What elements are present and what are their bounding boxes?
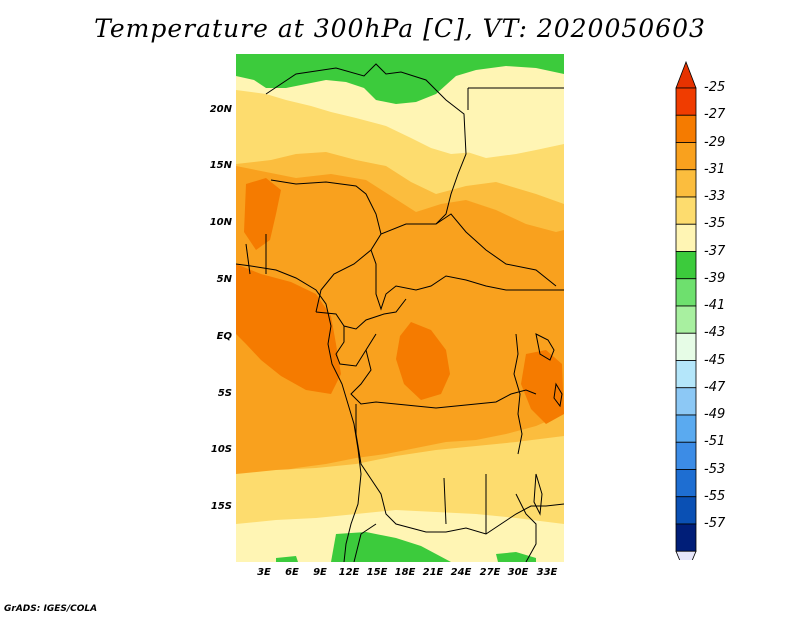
colorbar-swatch — [675, 114, 697, 143]
colorbar-swatch — [675, 251, 697, 280]
colorbar-tick-label: -41 — [704, 298, 726, 313]
country-borders — [245, 63, 564, 562]
latitude-tick-label: 10S — [210, 444, 232, 455]
longitude-tick-label: 27E — [479, 567, 501, 578]
east-dark-orange-patch — [521, 350, 564, 424]
colorbar-swatch — [675, 414, 697, 443]
colorbar-tick-label: -45 — [704, 352, 726, 368]
colorbar-tick-label: -43 — [704, 325, 726, 341]
latitude-tick-label: EQ — [216, 331, 232, 342]
central-orange-region — [236, 166, 564, 480]
colorbar-tick-label: -49 — [704, 407, 726, 422]
colorbar-tick-label: -25 — [704, 80, 726, 95]
northwest-dark-orange-patch — [244, 178, 281, 250]
colorbar-swatch — [675, 278, 697, 307]
colorbar-swatch — [675, 142, 697, 171]
temperature-map — [236, 54, 564, 562]
latitude-tick-label: 5S — [217, 388, 232, 399]
colorbar-tick-label: -55 — [704, 488, 726, 504]
longitude-tick-label: 21E — [422, 567, 444, 578]
colorbar-swatch — [675, 360, 697, 389]
colorbar-tick-label: -27 — [704, 107, 726, 123]
colorbar-bottom-arrow — [675, 550, 697, 577]
chart-title: Temperature at 300hPa [C], VT: 202005060… — [94, 14, 706, 43]
colorbar-swatch — [675, 169, 697, 198]
colorbar-swatch — [675, 523, 697, 552]
colorbar-swatch — [675, 87, 697, 116]
longitude-tick-label: 6E — [285, 567, 299, 578]
colorbar-swatch — [675, 196, 697, 225]
latitude-tick-label: 20N — [209, 104, 232, 115]
northeast-pale-region — [451, 94, 564, 158]
colorbar-svg — [675, 60, 697, 577]
latitude-tick-label: 10N — [209, 217, 232, 228]
colorbar-legend: -25 -27 -29 -31 -33 -35 -37 -39 -41 -43 -45 -47 -49 -… — [672, 60, 772, 577]
longitude-tick-label: 30E — [507, 567, 529, 578]
colorbar-tick-label: -57 — [704, 516, 726, 531]
colorbar-tick-label: -35 — [704, 216, 726, 232]
western-dark-orange-patch — [236, 264, 341, 394]
southwest-green-patch — [276, 556, 298, 562]
longitude-tick-label: 9E — [313, 567, 327, 578]
colorbar-swatch — [675, 387, 697, 416]
latitude-tick-label: 15N — [209, 160, 232, 171]
colorbar-tick-label: -47 — [704, 379, 726, 395]
longitude-tick-label: 33E — [536, 567, 558, 578]
longitude-tick-label: 18E — [394, 567, 416, 578]
colorbar-tick-label: -39 — [704, 270, 726, 286]
latitude-tick-label: 15S — [210, 501, 232, 512]
south-pale-yellow-region — [236, 510, 564, 562]
colorbar-swatch — [675, 469, 697, 498]
longitude-tick-label: 3E — [257, 567, 271, 578]
north-green-region — [236, 54, 564, 104]
colorbar-tick-label: -37 — [704, 243, 726, 259]
colorbar-tick-label: -53 — [704, 461, 726, 477]
longitude-tick-label: 12E — [338, 567, 360, 578]
colorbar-swatch — [675, 441, 697, 470]
colorbar-tick-label: -31 — [704, 161, 726, 177]
colorbar-tick-label: -33 — [704, 189, 726, 204]
longitude-tick-label: 24E — [450, 567, 472, 578]
coastlines — [236, 263, 563, 562]
grads-credit: GrADS: IGES/COLA — [4, 604, 98, 614]
colorbar-swatch — [675, 332, 697, 361]
south-green-region — [331, 532, 451, 562]
central-dark-orange-patch — [396, 322, 450, 400]
colorbar-top-arrow — [675, 60, 697, 89]
colorbar-tick-label: -29 — [704, 134, 726, 150]
colorbar-swatch — [675, 496, 697, 525]
colorbar-tick-label: -51 — [704, 434, 726, 450]
longitude-tick-label: 15E — [366, 567, 388, 578]
map-panel — [236, 54, 564, 562]
southeast-green-patch — [496, 552, 536, 562]
colorbar-swatch — [675, 223, 697, 252]
latitude-tick-label: 5N — [216, 274, 232, 285]
colorbar-swatch — [675, 305, 697, 334]
